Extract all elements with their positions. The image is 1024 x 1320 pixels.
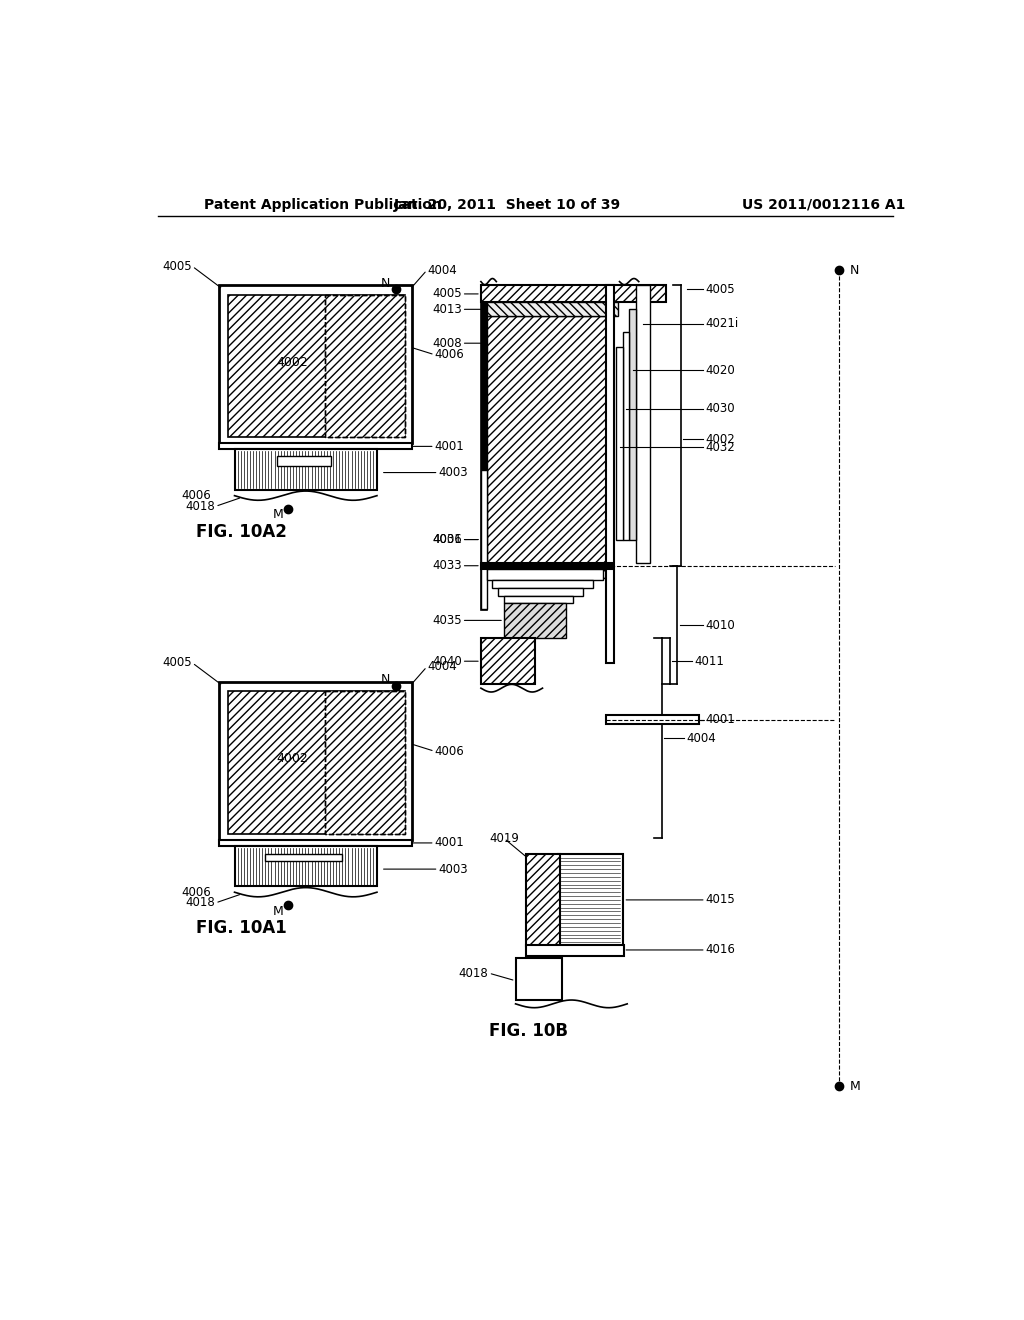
Text: 4006: 4006 [435,348,465,362]
Text: 4004: 4004 [427,660,457,673]
Text: N: N [381,277,390,289]
Text: 4018: 4018 [185,896,215,909]
Bar [219,840,412,846]
Text: 4004: 4004 [427,264,457,277]
Bar [481,562,611,569]
Bar [629,309,637,540]
Text: 4040: 4040 [432,655,462,668]
Text: 4006: 4006 [181,490,211,502]
Text: 4015: 4015 [706,894,735,907]
Bar [326,692,404,834]
Text: 4005: 4005 [432,288,462,301]
Text: Patent Application Publication: Patent Application Publication [204,198,441,211]
Bar [487,569,602,581]
Bar [623,331,629,540]
Text: Jan. 20, 2011  Sheet 10 of 39: Jan. 20, 2011 Sheet 10 of 39 [394,198,622,211]
Text: 4001: 4001 [435,837,465,850]
Bar [487,302,617,317]
Bar [481,302,487,610]
Text: N: N [850,264,859,277]
Bar [219,444,412,449]
Text: 4021i: 4021i [706,317,739,330]
Text: 4001: 4001 [706,713,735,726]
Bar [525,854,560,946]
Text: 4004: 4004 [686,731,716,744]
Text: 4018: 4018 [185,500,215,513]
Bar [481,470,487,609]
Text: 4019: 4019 [489,832,519,845]
Text: M: M [850,1080,860,1093]
Text: 4006: 4006 [181,886,211,899]
Bar [326,294,404,437]
Bar [481,285,666,302]
Bar [234,449,377,490]
Text: 4005: 4005 [706,282,735,296]
Text: FIG. 10A2: FIG. 10A2 [196,523,287,541]
Text: US 2011/0012116 A1: US 2011/0012116 A1 [741,198,905,211]
Text: FIG. 10B: FIG. 10B [488,1022,567,1040]
Bar [637,285,650,562]
Text: 4031: 4031 [432,533,462,546]
Bar [228,294,406,437]
Text: 4030: 4030 [706,403,735,416]
Bar [606,715,698,725]
Bar [525,945,625,956]
Text: 4002: 4002 [706,433,735,446]
Bar [493,581,593,589]
Text: M: M [272,906,283,917]
Bar [498,589,583,595]
Bar [234,846,377,886]
Text: 4018: 4018 [459,966,488,979]
Bar [504,603,565,638]
Text: 4006: 4006 [435,744,465,758]
Text: 4005: 4005 [163,260,193,273]
Text: 4035: 4035 [432,614,462,627]
Bar [606,285,614,663]
Bar [558,854,624,946]
Bar [219,682,412,840]
Text: M: M [272,508,283,521]
Text: 4002: 4002 [276,752,308,766]
Text: 4002: 4002 [276,356,308,370]
Bar [515,958,562,1001]
Bar [487,317,606,578]
Text: 4013: 4013 [432,302,462,315]
Text: 4006: 4006 [432,533,462,546]
Text: 4033: 4033 [432,560,462,573]
Text: 4001: 4001 [435,440,465,453]
Text: 4010: 4010 [706,619,735,631]
Bar [616,347,623,540]
Text: 4003: 4003 [438,862,468,875]
Bar [276,455,331,466]
Text: N: N [381,673,390,686]
Text: 4008: 4008 [432,337,462,350]
Bar [326,294,404,437]
Text: 4020: 4020 [706,363,735,376]
Bar [265,854,342,862]
Bar [326,692,404,834]
Bar [481,638,535,684]
Text: 4003: 4003 [438,466,468,479]
Text: 4005: 4005 [163,656,193,669]
Bar [504,595,573,603]
Bar [219,285,412,444]
Text: 4016: 4016 [706,944,735,957]
Text: 4032: 4032 [706,441,735,454]
Text: FIG. 10A1: FIG. 10A1 [196,920,287,937]
Text: 4011: 4011 [694,655,724,668]
Bar [228,692,406,834]
